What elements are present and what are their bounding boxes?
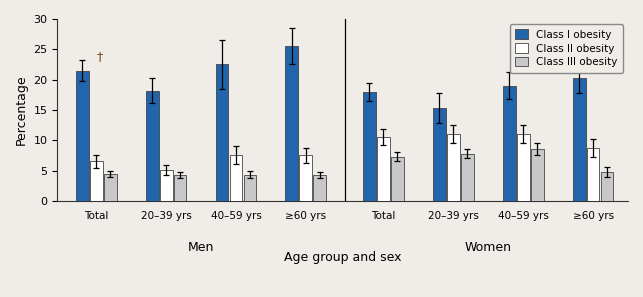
Bar — [244, 175, 257, 201]
Bar — [447, 134, 460, 201]
X-axis label: Age group and sex: Age group and sex — [284, 251, 401, 264]
Bar — [159, 170, 172, 201]
Bar — [313, 175, 326, 201]
Text: Women: Women — [465, 241, 512, 254]
Bar — [377, 137, 390, 201]
Bar — [230, 155, 242, 201]
Bar — [433, 108, 446, 201]
Legend: Class I obesity, Class II obesity, Class III obesity: Class I obesity, Class II obesity, Class… — [510, 24, 623, 72]
Y-axis label: Percentage: Percentage — [15, 75, 28, 145]
Bar — [174, 175, 186, 201]
Bar — [586, 148, 599, 201]
Bar — [90, 162, 103, 201]
Bar — [285, 46, 298, 201]
Bar — [363, 92, 376, 201]
Bar — [146, 91, 159, 201]
Bar — [517, 134, 530, 201]
Bar — [461, 154, 474, 201]
Bar — [215, 64, 228, 201]
Bar — [601, 172, 613, 201]
Bar — [76, 70, 89, 201]
Bar — [104, 174, 116, 201]
Bar — [391, 157, 404, 201]
Bar — [573, 78, 586, 201]
Bar — [530, 149, 543, 201]
Bar — [300, 155, 312, 201]
Text: Men: Men — [188, 241, 214, 254]
Bar — [503, 86, 516, 201]
Text: †: † — [97, 50, 104, 63]
